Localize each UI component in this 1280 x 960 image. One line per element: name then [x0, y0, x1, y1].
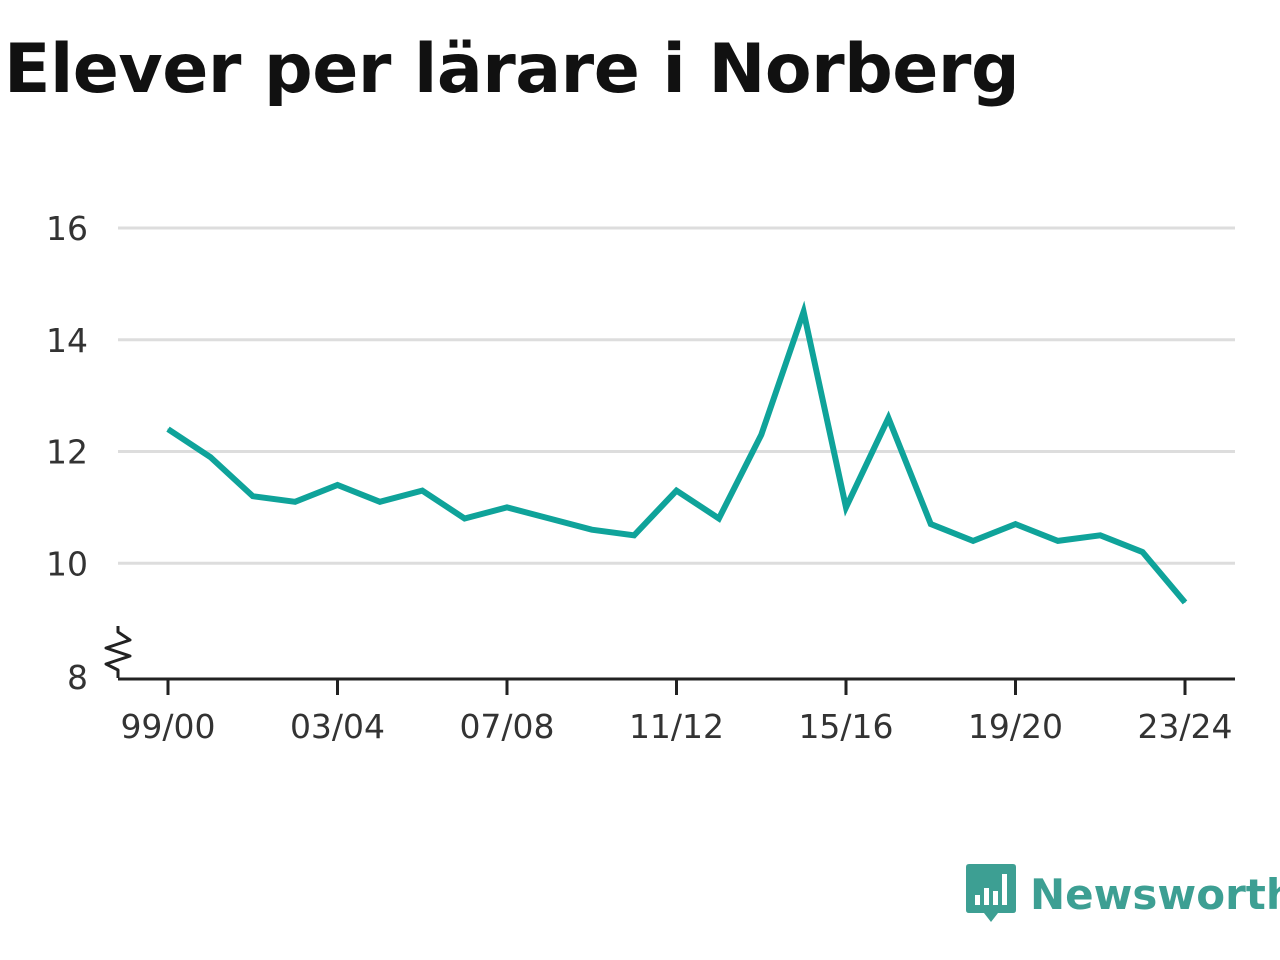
data-point: [887, 417, 889, 419]
data-point: [930, 523, 932, 525]
x-tick-label: 15/16: [798, 707, 893, 746]
data-point: [464, 518, 466, 520]
x-tick-label: 03/04: [290, 707, 385, 746]
series-line: [166, 300, 1188, 605]
data-point: [760, 434, 762, 436]
data-point: [421, 490, 423, 492]
axis-break-mark: [104, 626, 132, 678]
data-point: [1099, 534, 1101, 536]
axis-break-icon: [104, 626, 132, 678]
y-tick-label: 8: [67, 658, 88, 697]
data-point: [972, 540, 974, 542]
chart-title: Elever per lärare i Norberg: [4, 30, 1020, 109]
data-point: [1057, 540, 1059, 542]
y-tick-label: 10: [46, 544, 88, 583]
data-point: [167, 428, 169, 430]
x-tick-label: 19/20: [968, 707, 1063, 746]
x-tick-label: 99/00: [120, 707, 215, 746]
data-point: [209, 456, 211, 458]
data-point: [591, 529, 593, 531]
x-tick-label: 07/08: [459, 707, 554, 746]
data-point: [252, 495, 254, 497]
brand-logo: Newsworthy: [966, 864, 1280, 924]
grid-lines: [118, 226, 1235, 565]
y-axis: 8 10 12 14 16: [46, 209, 88, 697]
data-point: [294, 501, 296, 503]
data-point: [337, 484, 338, 486]
y-tick-label: 14: [46, 321, 88, 360]
y-tick-label: 12: [46, 433, 88, 472]
data-point: [845, 506, 847, 508]
data-point: [718, 518, 720, 520]
data-point: [379, 501, 381, 503]
x-tick-label: 11/12: [629, 707, 724, 746]
data-point: [633, 534, 635, 536]
bar-chart-speech-bubble-icon: [966, 864, 1016, 922]
x-tick-label: 23/24: [1137, 707, 1232, 746]
data-point: [1184, 601, 1186, 603]
data-point: [803, 311, 805, 313]
data-point: [1015, 523, 1016, 525]
brand-name: Newsworthy: [1030, 869, 1280, 919]
data-point: [548, 518, 550, 520]
data-point: [1142, 551, 1144, 553]
data-point: [676, 490, 677, 492]
data-point: [506, 506, 508, 508]
x-axis: 99/00 03/04 07/08 11/12 15/16 19/20 23/24: [118, 677, 1235, 746]
series-lines: [166, 300, 1188, 605]
y-tick-label: 16: [46, 209, 88, 248]
